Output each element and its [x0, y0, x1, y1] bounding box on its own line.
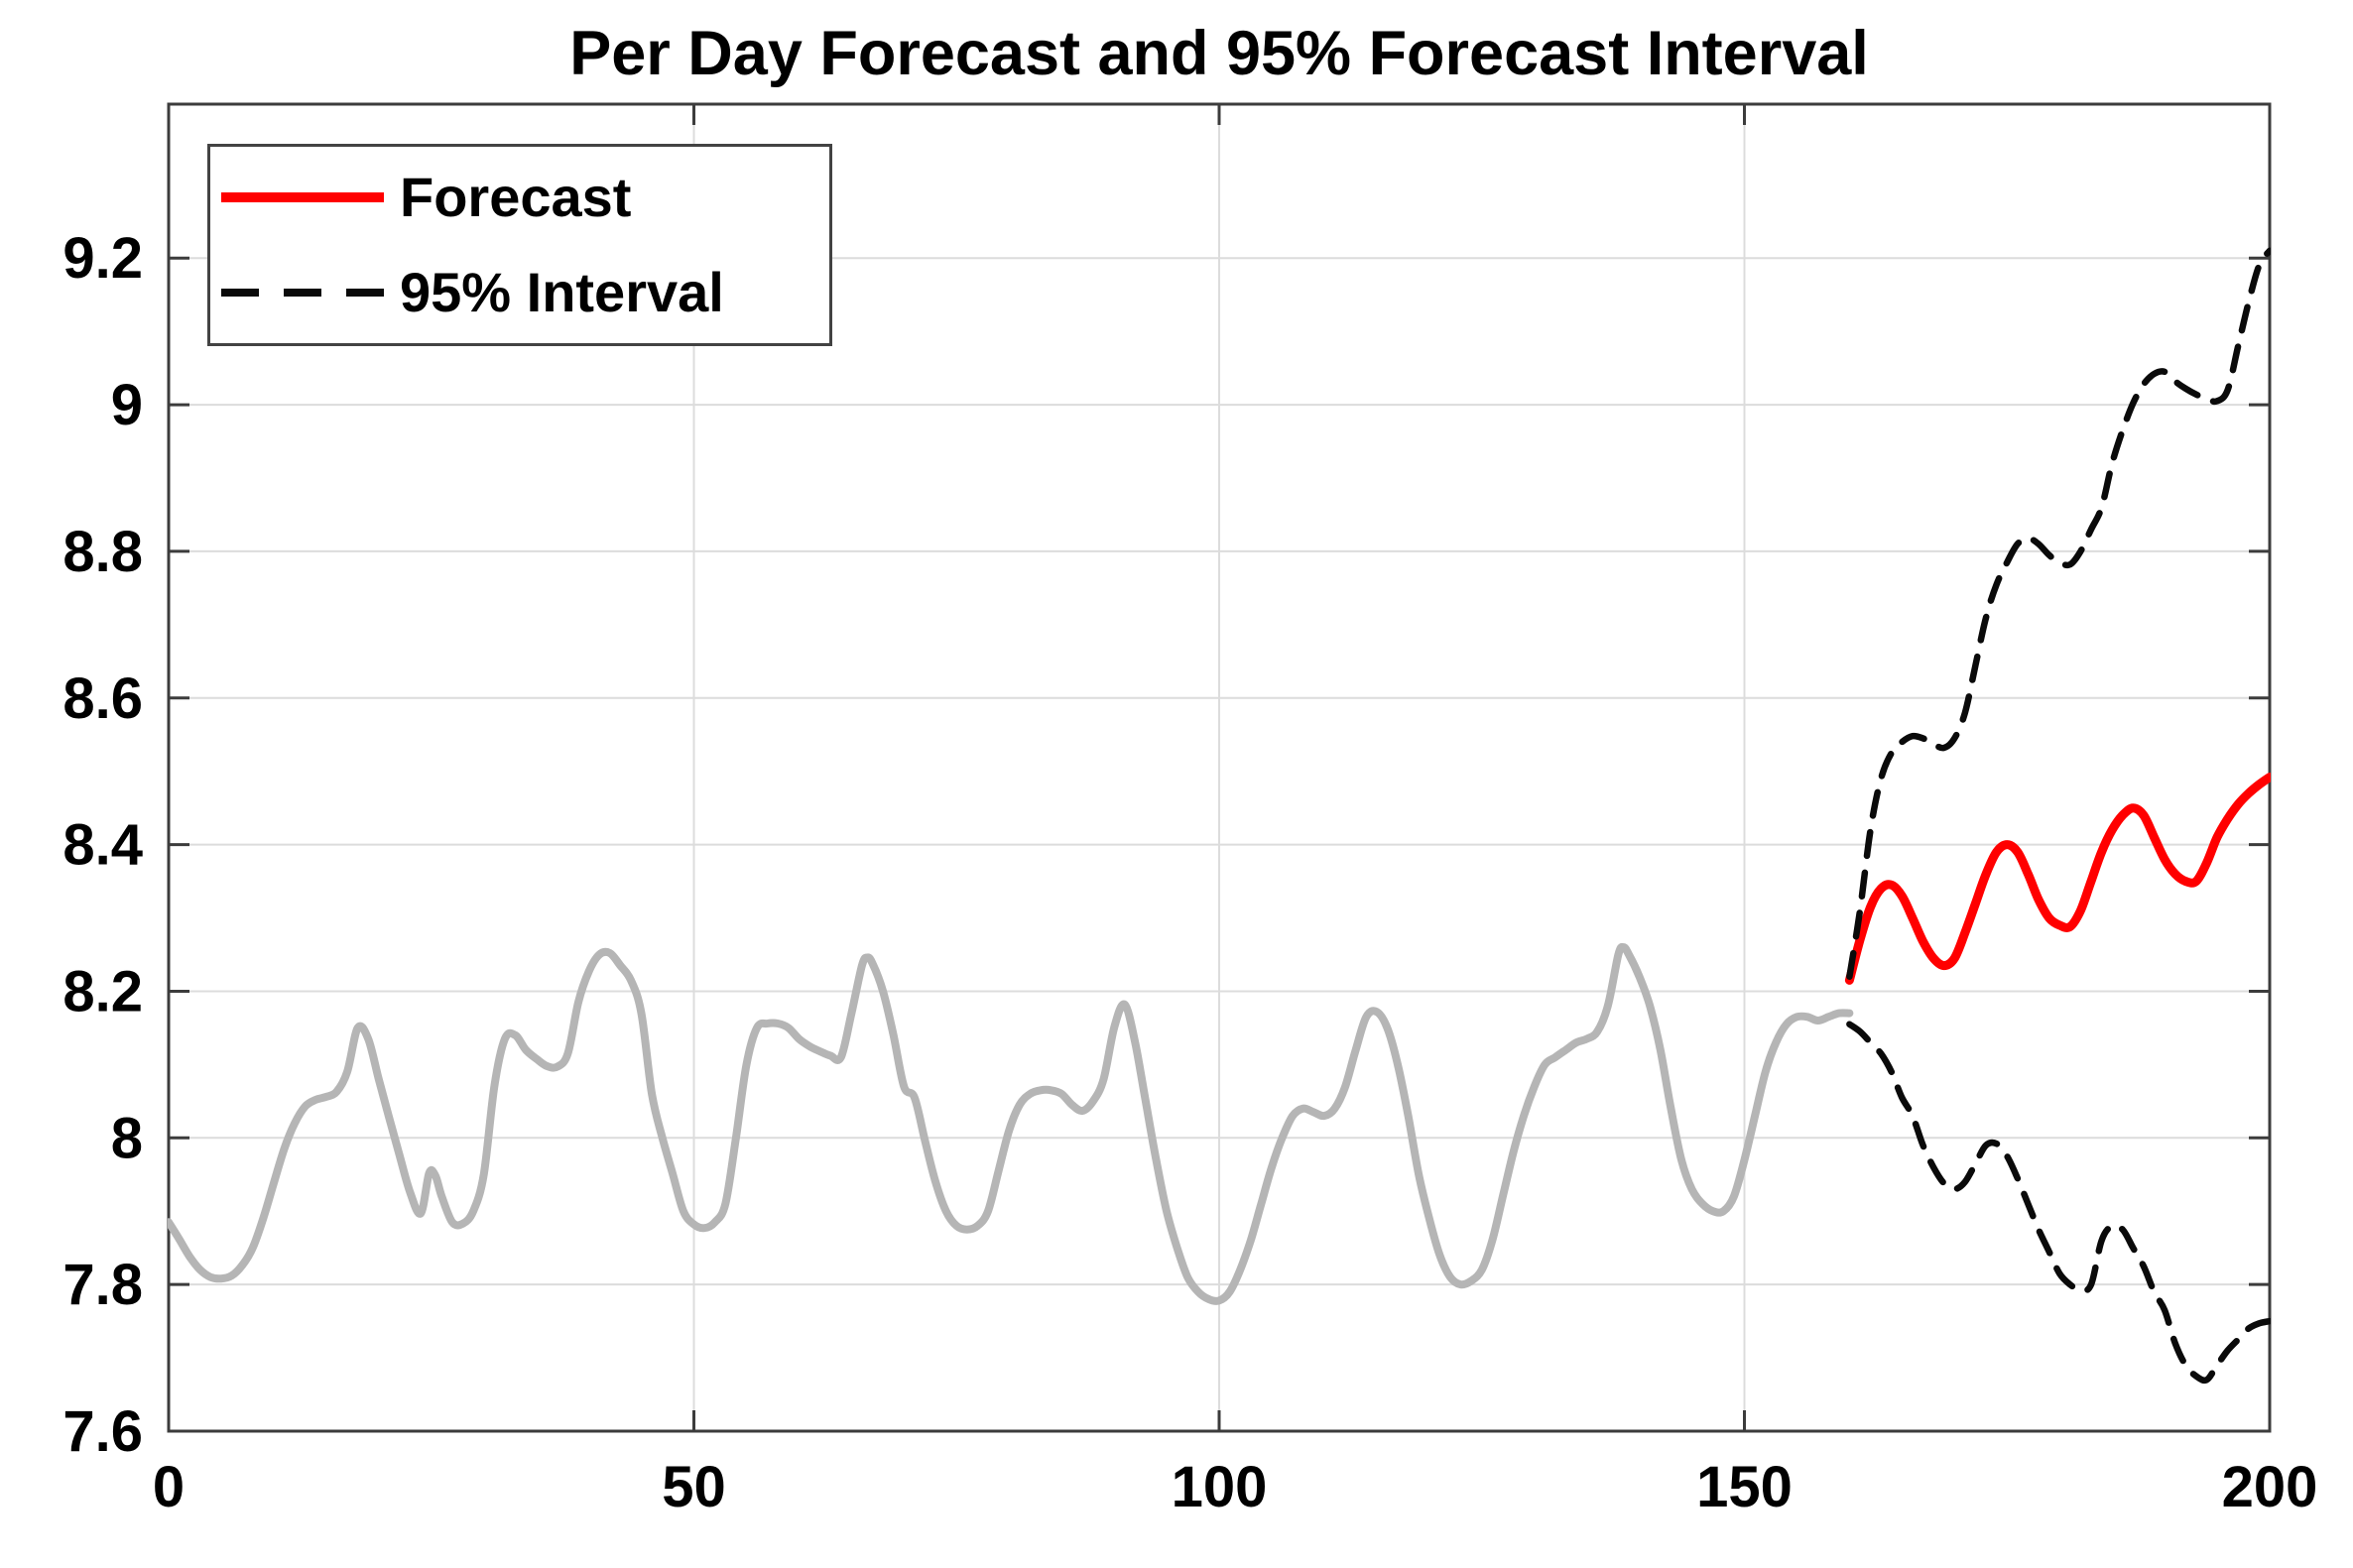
svg-text:9.2: 9.2	[62, 226, 143, 291]
svg-text:200: 200	[2222, 1455, 2318, 1519]
svg-text:150: 150	[1696, 1455, 1793, 1519]
svg-text:7.8: 7.8	[62, 1253, 143, 1317]
y-tick-labels: 7.6 7.8 8 8.2 8.4 8.6 8.8 9 9.2	[62, 226, 143, 1464]
svg-text:8.6: 8.6	[62, 666, 143, 731]
legend-item-forecast: Forecast	[210, 152, 829, 243]
svg-text:100: 100	[1172, 1455, 1268, 1519]
forecast-line	[1844, 773, 2271, 985]
svg-text:8.4: 8.4	[62, 813, 143, 878]
forecast-line-icon	[210, 190, 394, 204]
svg-text:50: 50	[662, 1455, 726, 1519]
history-line	[168, 942, 1854, 1305]
svg-text:8.2: 8.2	[62, 959, 143, 1024]
x-tick-labels: 0 50 100 150 200	[153, 1455, 2318, 1519]
grid-lines	[169, 104, 2270, 1431]
interval-dashed-line-icon	[210, 286, 394, 300]
svg-text:7.6: 7.6	[62, 1399, 143, 1464]
legend: Forecast 95% Interval	[207, 144, 832, 346]
series-group	[168, 247, 2271, 1385]
svg-text:9: 9	[111, 373, 143, 437]
svg-text:0: 0	[153, 1455, 185, 1519]
legend-label-interval: 95% Interval	[400, 261, 724, 324]
tick-marks	[167, 104, 2272, 1433]
chart-title: Per Day Forecast and 95% Forecast Interv…	[569, 19, 1869, 88]
svg-text:8.8: 8.8	[62, 520, 143, 584]
95-interval-upper-line	[1846, 247, 2271, 980]
legend-label-forecast: Forecast	[400, 165, 632, 228]
legend-item-interval: 95% Interval	[210, 247, 829, 338]
95-interval-lower-line	[1846, 1021, 2271, 1385]
svg-text:8: 8	[111, 1106, 143, 1170]
